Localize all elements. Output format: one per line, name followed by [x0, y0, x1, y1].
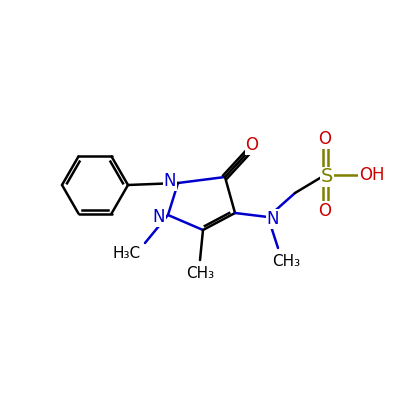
Text: H₃C: H₃C [113, 246, 141, 260]
Text: N: N [164, 172, 176, 190]
Text: N: N [267, 210, 279, 228]
Text: O: O [318, 130, 332, 148]
Text: O: O [318, 202, 332, 220]
Text: S: S [321, 168, 333, 186]
Text: N: N [153, 208, 165, 226]
Text: O: O [246, 136, 258, 154]
Text: OH: OH [359, 166, 385, 184]
Text: CH₃: CH₃ [272, 254, 300, 268]
Text: CH₃: CH₃ [186, 266, 214, 282]
